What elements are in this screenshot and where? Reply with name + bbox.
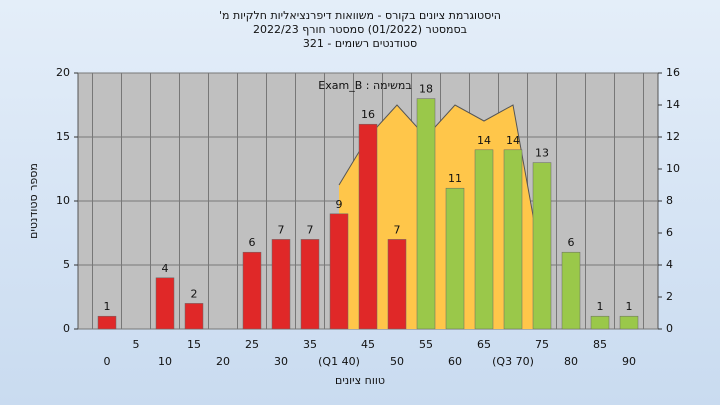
chart-subtitle: 321 - סטודנטים רשומים <box>303 37 417 50</box>
y-axis-label: מספר סטודנטים <box>27 163 40 239</box>
y-tick-label: 0 <box>63 322 70 335</box>
x-tick-label: 30 <box>274 355 288 368</box>
value-label: 6 <box>249 236 256 249</box>
y2-tick-label: 12 <box>666 130 680 143</box>
x-tick-label: 20 <box>216 355 230 368</box>
bar <box>271 239 291 330</box>
y2-tick-label: 0 <box>666 322 673 335</box>
value-label: 18 <box>419 83 433 96</box>
annotation: Exam_B : במשימה <box>318 79 411 92</box>
bar <box>416 98 436 330</box>
value-label: 14 <box>477 134 491 147</box>
bar <box>503 149 523 330</box>
value-label: 1 <box>597 300 604 313</box>
x-tick-label: 55 <box>419 338 433 351</box>
bar <box>358 123 378 330</box>
value-label: 7 <box>278 223 285 236</box>
x-tick-label: 80 <box>564 355 578 368</box>
value-label: 1 <box>104 300 111 313</box>
value-label: 9 <box>336 198 343 211</box>
x-tick-label: 50 <box>390 355 404 368</box>
x-tick-label: 60 <box>448 355 462 368</box>
x-tick-label: 0 <box>104 355 111 368</box>
bar <box>561 251 581 330</box>
bar <box>184 303 204 330</box>
x-tick-label: 25 <box>245 338 259 351</box>
y-tick-label: 15 <box>56 130 70 143</box>
y-tick-label: 10 <box>56 194 70 207</box>
x-tick-label: 75 <box>535 338 549 351</box>
value-label: 4 <box>162 262 169 275</box>
value-label: 13 <box>535 147 549 160</box>
y2-tick-label: 4 <box>666 258 673 271</box>
bar <box>445 187 465 330</box>
bar <box>300 239 320 330</box>
x-tick-label: 35 <box>303 338 317 351</box>
y2-tick-label: 2 <box>666 290 673 303</box>
x-tick-label: 10 <box>158 355 172 368</box>
bar <box>97 315 117 330</box>
value-label: 11 <box>448 172 462 185</box>
x-tick-label: 15 <box>187 338 201 351</box>
x-tick-label: 45 <box>361 338 375 351</box>
value-label: 7 <box>394 223 401 236</box>
chart-subtitle: בסמסטר (01/2022) סמסטר חורף 2022/23 <box>253 23 467 36</box>
bar <box>155 277 175 330</box>
bar <box>619 315 639 330</box>
value-label: 7 <box>307 223 314 236</box>
value-label: 16 <box>361 108 375 121</box>
bar <box>474 149 494 330</box>
x-tick-label: (Q3 70) <box>492 355 534 368</box>
y2-tick-label: 14 <box>666 98 680 111</box>
y2-tick-label: 16 <box>666 66 680 79</box>
bar <box>590 315 610 330</box>
bar <box>329 213 349 330</box>
value-label: 1 <box>626 300 633 313</box>
value-label: 14 <box>506 134 520 147</box>
y2-tick-label: 6 <box>666 226 673 239</box>
bar <box>242 251 262 330</box>
x-tick-label: 65 <box>477 338 491 351</box>
y-tick-label: 5 <box>63 258 70 271</box>
x-axis-label: טווח ציונים <box>335 374 385 387</box>
y2-tick-label: 10 <box>666 162 680 175</box>
value-label: 2 <box>191 287 198 300</box>
x-tick-label: 5 <box>133 338 140 351</box>
bar <box>532 162 552 330</box>
chart-title: 'היסטוגרמת ציונים בקורס - משוואות דיפרנצ… <box>219 9 501 22</box>
x-tick-label: 85 <box>593 338 607 351</box>
x-tick-label: (Q1 40) <box>318 355 360 368</box>
bar <box>387 239 407 330</box>
y-tick-label: 20 <box>56 66 70 79</box>
value-label: 6 <box>568 236 575 249</box>
y2-tick-label: 8 <box>666 194 673 207</box>
x-tick-label: 90 <box>622 355 636 368</box>
